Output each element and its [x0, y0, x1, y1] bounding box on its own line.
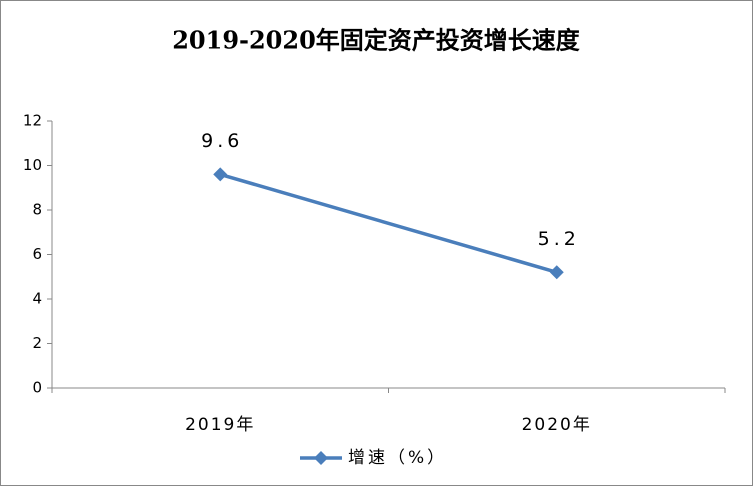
y-tick-label: 10	[23, 156, 42, 174]
data-label: 5.2	[538, 228, 580, 250]
chart-title: 2019-2020年固定资产投资增长速度	[172, 26, 581, 55]
y-tick-label: 8	[32, 201, 42, 219]
y-tick-label: 4	[32, 290, 42, 308]
legend-marker	[314, 451, 328, 465]
legend-label: 增速（%）	[348, 448, 447, 468]
x-tick-label: 2019年	[185, 415, 255, 435]
y-tick-label: 2	[32, 334, 42, 352]
series-line	[219, 172, 558, 274]
x-tick-label: 2020年	[522, 415, 592, 435]
y-tick-label: 6	[32, 245, 42, 263]
data-point	[213, 167, 228, 182]
data-label: 9.6	[201, 130, 243, 152]
y-tick-label: 0	[32, 379, 42, 397]
y-tick-label: 12	[23, 112, 42, 130]
data-point	[549, 265, 564, 280]
